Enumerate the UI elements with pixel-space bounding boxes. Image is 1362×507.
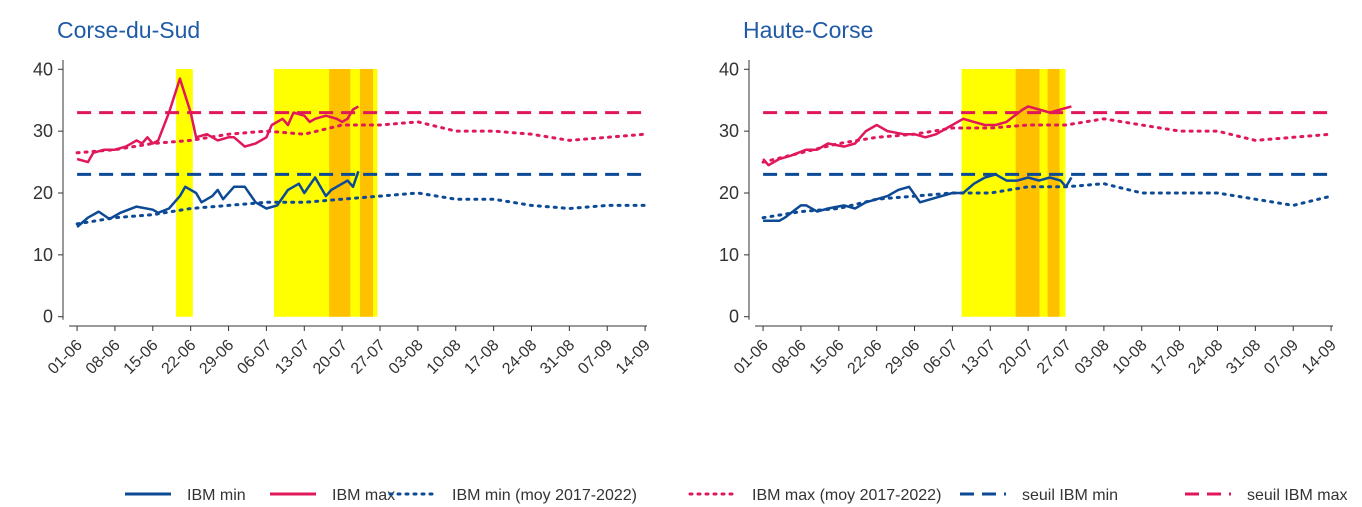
legend-label: seuil IBM max [1247, 487, 1347, 504]
y-tick-label: 30 [719, 121, 739, 141]
series-line [75, 120, 647, 155]
y-tick-label: 30 [33, 121, 53, 141]
series-line [76, 77, 360, 164]
chart-title: Corse-du-Sud [57, 17, 200, 43]
highlight-span [1015, 69, 1040, 317]
highlight-span [176, 69, 193, 317]
x-tick-label: 15-06 [807, 337, 848, 378]
y-tick-label: 10 [33, 245, 53, 265]
series-line [761, 182, 1333, 220]
series-line [761, 117, 1333, 164]
x-tick-label: 31-08 [1223, 337, 1264, 378]
legend-label: IBM min (moy 2017-2022) [452, 487, 637, 504]
y-tick-label: 0 [729, 307, 739, 327]
highlight-span [1047, 69, 1060, 317]
x-tick-label: 17-08 [1147, 337, 1188, 378]
x-tick-label: 31-08 [537, 337, 578, 378]
x-tick-label: 20-07 [310, 337, 351, 378]
x-tick-label: 06-07 [920, 337, 961, 378]
series-line [75, 191, 647, 226]
x-tick-label: 24-08 [499, 337, 540, 378]
y-tick-label: 10 [719, 245, 739, 265]
x-tick-label: 01-06 [45, 337, 86, 378]
x-tick-label: 15-06 [121, 337, 162, 378]
series-line [763, 173, 1073, 223]
y-tick-label: 40 [33, 59, 53, 79]
x-tick-label: 27-07 [1034, 337, 1075, 378]
highlight-span [329, 69, 351, 317]
x-tick-label: 06-07 [234, 337, 275, 378]
x-tick-label: 29-06 [196, 337, 237, 378]
x-tick-label: 29-06 [882, 337, 923, 378]
x-tick-label: 14-09 [1299, 337, 1340, 378]
x-tick-label: 03-08 [386, 337, 427, 378]
chart-title: Haute-Corse [743, 17, 873, 43]
x-tick-label: 27-07 [348, 337, 389, 378]
x-tick-label: 07-09 [1261, 337, 1302, 378]
legend: IBM min IBM max IBM min (moy 2017-2022) IBM… [125, 487, 1347, 504]
x-tick-label: 10-08 [1110, 337, 1151, 378]
legend-label: IBM min [187, 487, 246, 504]
y-tick-label: 20 [33, 183, 53, 203]
series-line [76, 170, 360, 228]
x-tick-label: 07-09 [575, 337, 616, 378]
x-tick-label: 01-06 [731, 337, 772, 378]
x-tick-label: 08-06 [769, 337, 810, 378]
x-tick-label: 13-07 [272, 337, 313, 378]
x-tick-label: 22-06 [845, 337, 886, 378]
x-tick-label: 17-08 [461, 337, 502, 378]
x-tick-label: 08-06 [83, 337, 124, 378]
x-tick-label: 10-08 [424, 337, 465, 378]
y-tick-label: 20 [719, 183, 739, 203]
x-tick-label: 13-07 [958, 337, 999, 378]
x-tick-label: 03-08 [1072, 337, 1113, 378]
highlight-span [360, 69, 373, 317]
x-tick-label: 14-09 [613, 337, 654, 378]
y-tick-label: 0 [43, 307, 53, 327]
y-tick-label: 40 [719, 59, 739, 79]
x-tick-label: 20-07 [996, 337, 1037, 378]
legend-label: IBM max [332, 487, 395, 504]
legend-label: seuil IBM min [1022, 487, 1118, 504]
x-tick-label: 24-08 [1185, 337, 1226, 378]
x-tick-label: 22-06 [159, 337, 200, 378]
legend-label: IBM max (moy 2017-2022) [752, 487, 941, 504]
